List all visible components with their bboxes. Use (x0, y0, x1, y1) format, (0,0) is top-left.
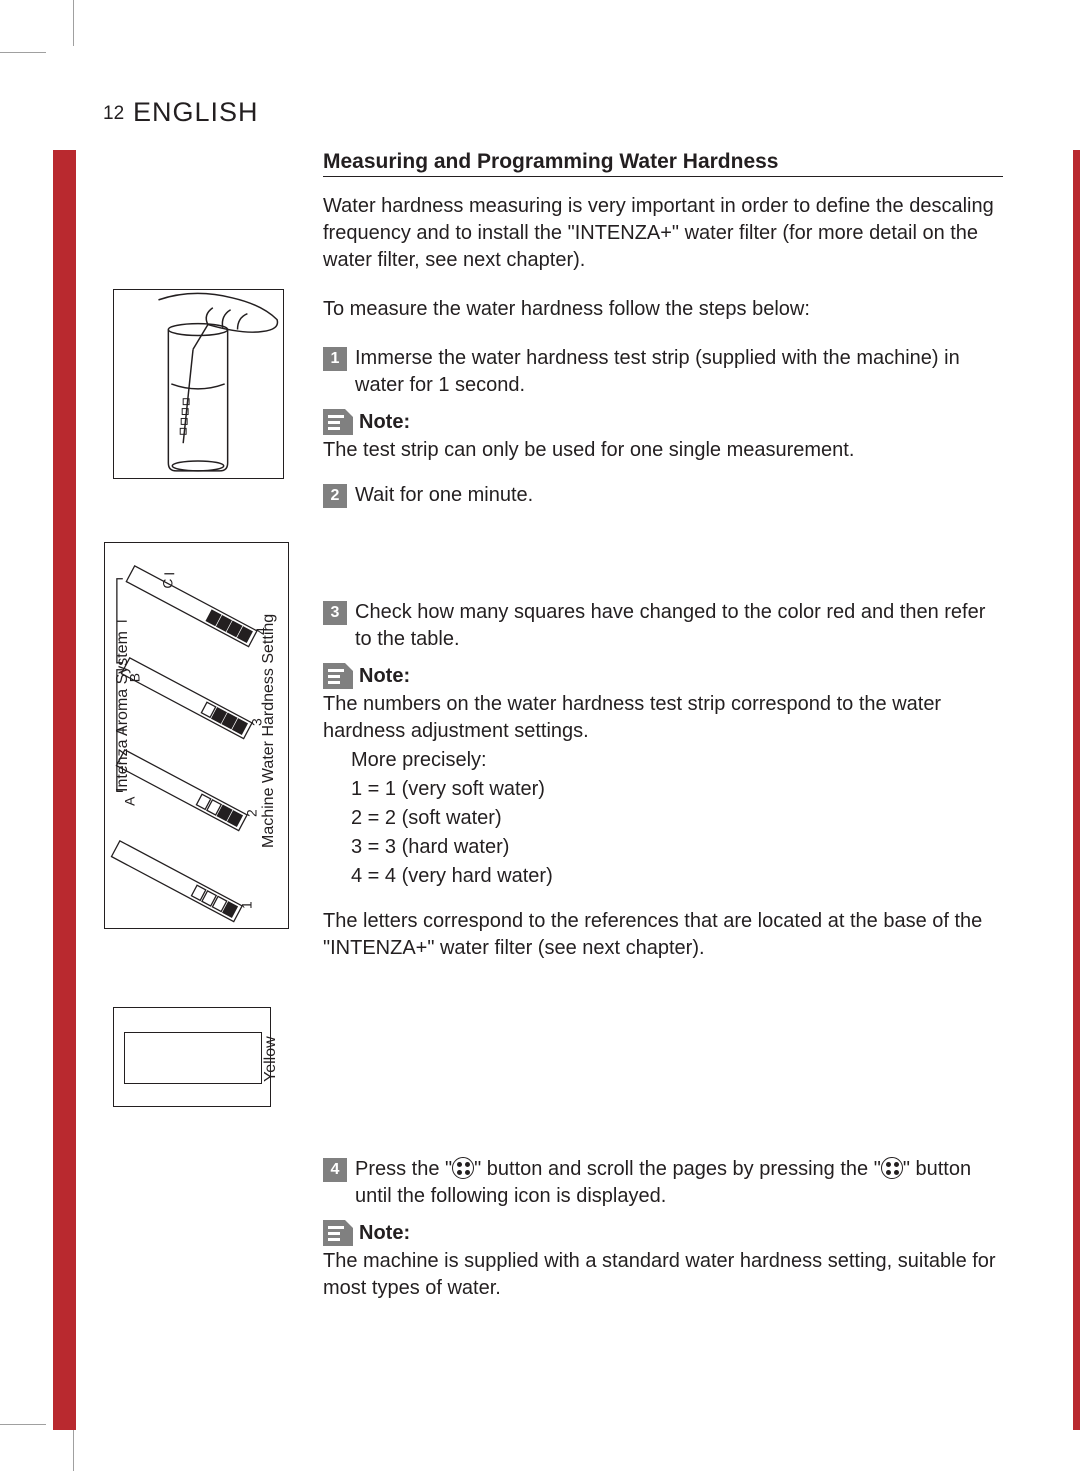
step-3: 3 Check how many squares have changed to… (323, 599, 1003, 653)
left-accent-bar (53, 150, 76, 1430)
crop-mark (0, 1424, 46, 1425)
page-language: ENGLISH (133, 97, 259, 128)
step-number-box: 4 (323, 1158, 347, 1182)
menu-button-icon (881, 1157, 903, 1179)
measure-lead: To measure the water hardness follow the… (323, 296, 1003, 323)
content-column: Measuring and Programming Water Hardness… (323, 150, 1003, 1320)
step-number-box: 1 (323, 347, 347, 371)
note-text: The machine is supplied with a standard … (323, 1248, 1003, 1302)
crop-mark (73, 0, 74, 46)
note-icon (323, 1220, 353, 1246)
step-2: 2 Wait for one minute. (323, 482, 1003, 509)
note-text: The numbers on the water hardness test s… (323, 691, 1003, 745)
step-text: Press the " " button and scroll the pages… (355, 1156, 1003, 1210)
hardness-level-2: 2 = 2 (soft water) (323, 805, 1003, 832)
num-2: 2 (243, 809, 259, 817)
menu-button-icon (452, 1157, 474, 1179)
step4-part-b: " button and scroll the pages by pressin… (474, 1158, 881, 1180)
note-3: Note: The machine is supplied with a sta… (323, 1220, 1003, 1302)
note-label: Note: (359, 1222, 410, 1245)
crop-mark (73, 1425, 74, 1471)
note-icon (323, 409, 353, 435)
page: 12 ENGLISH (0, 0, 1080, 1471)
note-1: Note: The test strip can only be used fo… (323, 409, 1003, 464)
note-2: Note: The numbers on the water hardness … (323, 663, 1003, 962)
label-yellow: Yellow (262, 1036, 280, 1082)
step-text: Check how many squares have changed to t… (355, 599, 1003, 653)
right-accent-bar (1073, 150, 1080, 1430)
figure-display (113, 1007, 271, 1107)
note-label: Note: (359, 665, 410, 688)
step4-part-a: Press the " (355, 1158, 452, 1180)
hardness-level-4: 4 = 4 (very hard water) (323, 863, 1003, 890)
step-text: Immerse the water hardness test strip (s… (355, 345, 1003, 399)
section-title: Measuring and Programming Water Hardness (323, 150, 1003, 177)
step-number-box: 2 (323, 484, 347, 508)
figure-dip-strip (113, 289, 284, 479)
hardness-level-3: 3 = 3 (hard water) (323, 834, 1003, 861)
page-number: 12 (103, 103, 124, 125)
label-hardness-setting: Machine Water Hardness Setting (260, 614, 278, 848)
note-text: The test strip can only be used for one … (323, 437, 1003, 464)
letters-explain: The letters correspond to the references… (323, 908, 1003, 962)
num-1: 1 (238, 901, 254, 909)
step-1: 1 Immerse the water hardness test strip … (323, 345, 1003, 399)
hardness-level-1: 1 = 1 (very soft water) (323, 776, 1003, 803)
step-number-box: 3 (323, 601, 347, 625)
letter-a: A (122, 796, 138, 806)
note-icon (323, 663, 353, 689)
dip-strip-illustration (114, 290, 283, 478)
note-label: Note: (359, 411, 410, 434)
step-text: Wait for one minute. (355, 482, 533, 509)
label-intenza-aroma: Intenza Aroma System (114, 631, 132, 792)
crop-mark (0, 52, 46, 53)
display-screen (124, 1032, 262, 1084)
step-4: 4 Press the " " button and scroll the pag… (323, 1156, 1003, 1210)
letter-c: C (159, 579, 175, 589)
more-precisely: More precisely: (323, 747, 1003, 774)
intro-text: Water hardness measuring is very importa… (323, 193, 1003, 274)
